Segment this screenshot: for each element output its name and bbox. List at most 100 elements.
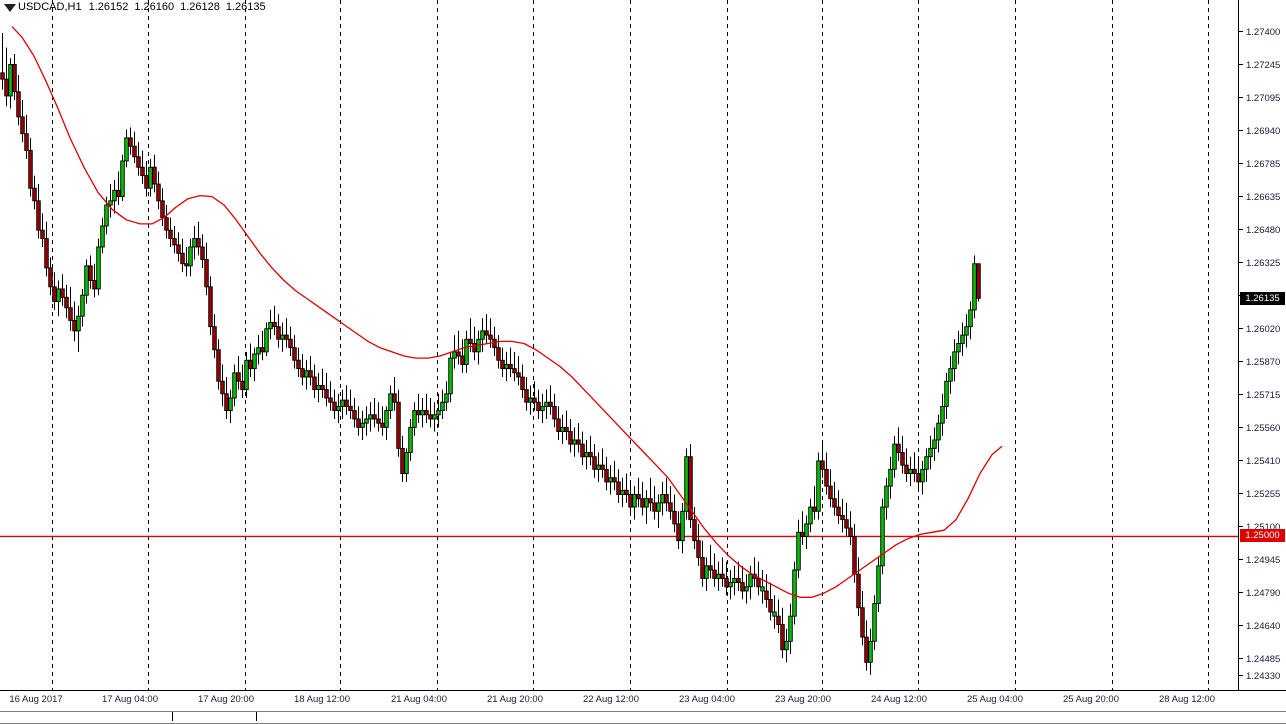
- price-tick-label: 1.26785: [1239, 159, 1280, 170]
- bar-open-value: 1.26152: [88, 1, 129, 13]
- price-tick-text: 1.24790: [1246, 588, 1281, 599]
- candlestick: [680, 502, 685, 554]
- price-tick-dash-icon: [1239, 493, 1243, 495]
- time-tick-label: 25 Aug 04:00: [967, 694, 1023, 705]
- candlestick: [916, 456, 921, 491]
- candlestick: [448, 351, 453, 403]
- candlestick: [96, 238, 101, 296]
- candlestick: [260, 330, 265, 361]
- candlestick: [540, 393, 545, 424]
- candlestick: [792, 561, 797, 625]
- price-tick-dash-icon: [1239, 262, 1243, 264]
- price-tick-text: 1.26635: [1246, 192, 1281, 203]
- candlestick: [912, 452, 917, 482]
- candlestick: [280, 322, 285, 352]
- candlestick: [820, 444, 825, 478]
- candlestick: [208, 276, 213, 336]
- candlestick: [824, 452, 829, 495]
- price-tick-label: 1.27400: [1239, 27, 1280, 38]
- candlestick: [712, 553, 717, 587]
- candlestick: [948, 356, 953, 394]
- candlestick: [528, 385, 533, 415]
- candlestick: [256, 335, 261, 365]
- candlestick-series: [0, 33, 981, 675]
- price-tick-text: 1.26785: [1246, 159, 1281, 170]
- candlestick: [504, 351, 509, 382]
- candlestick: [348, 389, 353, 419]
- candlestick: [780, 607, 785, 659]
- price-tick-dash-icon: [1239, 361, 1243, 363]
- price-tick-text: 1.25410: [1246, 456, 1281, 467]
- candlestick: [576, 423, 581, 453]
- candlestick: [920, 460, 925, 495]
- candlestick: [904, 448, 909, 482]
- candlestick: [724, 561, 729, 596]
- candlestick: [976, 263, 981, 302]
- candlestick: [460, 339, 465, 373]
- candlestick: [472, 326, 477, 361]
- candlestick: [908, 456, 913, 487]
- candlestick: [336, 393, 341, 424]
- candlestick: [316, 372, 321, 403]
- time-tick-label: 23 Aug 04:00: [679, 694, 735, 705]
- candlestick: [972, 255, 977, 319]
- candlestick: [400, 435, 405, 482]
- candlestick: [660, 481, 665, 516]
- candlestick: [420, 398, 425, 428]
- price-tick-label: 1.24945: [1239, 555, 1280, 566]
- candlestick: [16, 74, 21, 126]
- candlestick: [648, 477, 653, 512]
- candlestick: [748, 565, 753, 600]
- candlestick: [856, 557, 861, 617]
- price-tick-dash-icon: [1239, 31, 1243, 33]
- price-tick-label: 1.26325: [1239, 258, 1280, 269]
- price-tick-label: 1.25715: [1239, 390, 1280, 401]
- candlestick: [444, 381, 449, 411]
- candlestick: [676, 511, 681, 550]
- candlestick: [764, 574, 769, 608]
- price-tick-text: 1.25870: [1246, 357, 1281, 368]
- price-tick-text: 1.26480: [1246, 225, 1281, 236]
- price-tick-label: 1.24790: [1239, 588, 1280, 599]
- chart-canvas: [0, 0, 1238, 690]
- candlestick: [172, 225, 177, 254]
- candlestick: [140, 150, 145, 185]
- candlestick: [84, 259, 89, 304]
- candlestick: [880, 498, 885, 575]
- candlestick: [564, 410, 569, 440]
- candlestick: [484, 314, 489, 344]
- candlestick: [396, 389, 401, 457]
- price-tick-text: 1.26325: [1246, 258, 1281, 269]
- horizontal-scrollbar[interactable]: [0, 711, 1286, 724]
- candlestick: [276, 314, 281, 348]
- chart-plot-area[interactable]: USDCAD,H1 1.26152 1.26160 1.26128 1.26135: [0, 0, 1238, 690]
- candlestick: [216, 339, 221, 390]
- time-tick-label: 28 Aug 12:00: [1159, 694, 1215, 705]
- price-tick-dash-icon: [1239, 394, 1243, 396]
- candlestick: [932, 427, 937, 461]
- scrollbar-thumb-right[interactable]: [256, 712, 1286, 721]
- candlestick: [196, 221, 201, 256]
- candlestick: [884, 477, 889, 520]
- candlestick: [864, 620, 869, 671]
- price-scale-axis[interactable]: 1.27400 1.27245 1.27095 1.26940 1.26785 1.266…: [1238, 0, 1286, 690]
- time-tick-label: 16 Aug 2017: [9, 694, 63, 705]
- time-tick-label: 21 Aug 04:00: [391, 694, 447, 705]
- candlestick: [708, 544, 713, 579]
- time-scale-axis[interactable]: 16 Aug 2017 17 Aug 04:00 17 Aug 20:00 18 Au…: [0, 690, 1286, 711]
- candlestick: [188, 238, 193, 277]
- candlestick: [168, 217, 173, 247]
- candlestick: [672, 494, 677, 533]
- scrollbar-thumb-left[interactable]: [0, 712, 173, 721]
- candlestick: [52, 272, 57, 310]
- candlestick: [324, 372, 329, 407]
- candlestick: [704, 557, 709, 591]
- candlestick: [212, 314, 217, 359]
- candlestick: [872, 595, 877, 650]
- candlestick: [12, 53, 17, 101]
- price-tick-dash-icon: [1239, 163, 1243, 165]
- candlestick: [596, 452, 601, 482]
- candlestick: [300, 353, 305, 386]
- time-tick-label: 17 Aug 20:00: [198, 694, 254, 705]
